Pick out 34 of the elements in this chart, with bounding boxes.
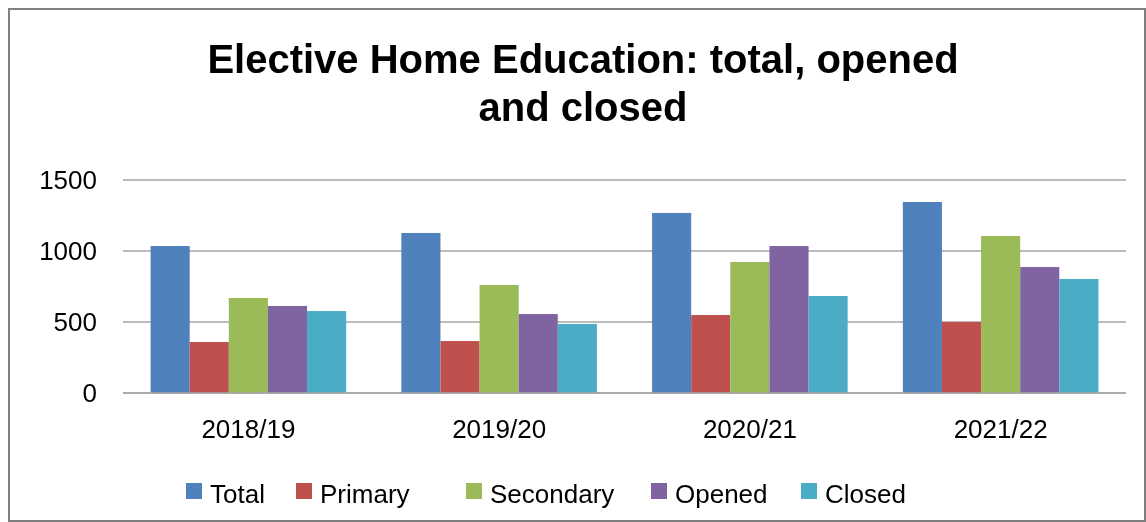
x-tick-label: 2021/22	[953, 414, 1048, 444]
bar	[652, 212, 692, 393]
bar	[557, 323, 597, 393]
y-tick-label: 500	[53, 307, 97, 338]
bar	[440, 341, 480, 393]
bar	[267, 305, 308, 393]
y-tick-label: 0	[82, 378, 97, 409]
bar	[769, 246, 809, 393]
bar	[691, 315, 731, 393]
legend-label: Closed	[825, 479, 906, 510]
bar	[228, 298, 268, 393]
bar	[1020, 267, 1060, 393]
x-tick-label: 2020/21	[702, 414, 797, 444]
x-tick-label: 2018/19	[201, 414, 296, 444]
x-tick-label: 2019/20	[452, 414, 547, 444]
bar	[401, 232, 441, 393]
chart-title: Elective Home Education: total, opened and closed	[207, 37, 959, 129]
legend-label: Opened	[675, 479, 768, 510]
bar	[1059, 278, 1099, 393]
bar	[981, 235, 1021, 393]
bar	[941, 322, 982, 393]
bar	[808, 296, 848, 393]
legend-label: Secondary	[490, 479, 615, 510]
bar	[479, 284, 519, 393]
bar	[150, 246, 190, 393]
bar	[307, 311, 347, 393]
y-tick-label: 1000	[39, 236, 97, 267]
legend-label: Primary	[320, 479, 410, 510]
bar	[902, 202, 942, 393]
bar	[518, 314, 558, 393]
legend-label: Total	[210, 479, 265, 510]
bar	[730, 261, 770, 393]
y-tick-label: 1500	[39, 165, 97, 196]
bar	[189, 342, 229, 393]
